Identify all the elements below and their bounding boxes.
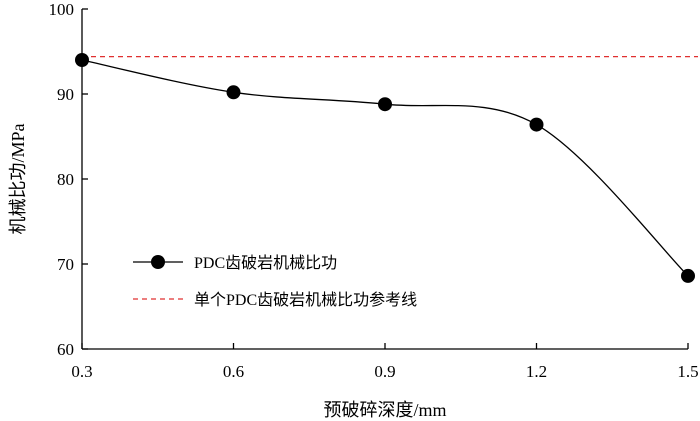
series-line bbox=[81, 59, 689, 277]
y-tick-label: 100 bbox=[49, 0, 75, 19]
x-tick-label: 0.6 bbox=[223, 362, 244, 381]
x-tick-label: 1.2 bbox=[526, 362, 547, 381]
y-ticks: 60 70 80 90 100 bbox=[49, 0, 88, 359]
data-point bbox=[529, 117, 544, 132]
data-point bbox=[226, 85, 241, 100]
y-tick-label: 90 bbox=[57, 85, 74, 104]
y-tick-label: 80 bbox=[57, 170, 74, 189]
legend-label-reference: 单个PDC齿破岩机械比功参考线 bbox=[194, 291, 417, 309]
legend-item-reference: 单个PDC齿破岩机械比功参考线 bbox=[133, 291, 417, 309]
data-point bbox=[75, 53, 89, 67]
y-axis-title: 机械比功/MPa bbox=[8, 123, 28, 234]
y-tick-label: 60 bbox=[57, 340, 74, 359]
legend-label-main: PDC齿破岩机械比功 bbox=[194, 254, 337, 272]
data-point bbox=[681, 268, 695, 283]
y-tick-label: 70 bbox=[57, 255, 74, 274]
legend-marker-main bbox=[151, 255, 165, 269]
x-tick-label: 0.3 bbox=[71, 362, 92, 381]
x-tick-label: 1.5 bbox=[677, 362, 698, 381]
x-ticks: 0.3 0.6 0.9 1.2 1.5 bbox=[71, 343, 699, 381]
legend-item-main: PDC齿破岩机械比功 bbox=[133, 254, 337, 272]
x-axis-title: 预破碎深度/mm bbox=[323, 400, 446, 420]
main-series bbox=[75, 53, 695, 283]
x-tick-label: 0.9 bbox=[374, 362, 395, 381]
legend: PDC齿破岩机械比功 单个PDC齿破岩机械比功参考线 bbox=[133, 254, 417, 309]
data-point bbox=[378, 97, 392, 112]
